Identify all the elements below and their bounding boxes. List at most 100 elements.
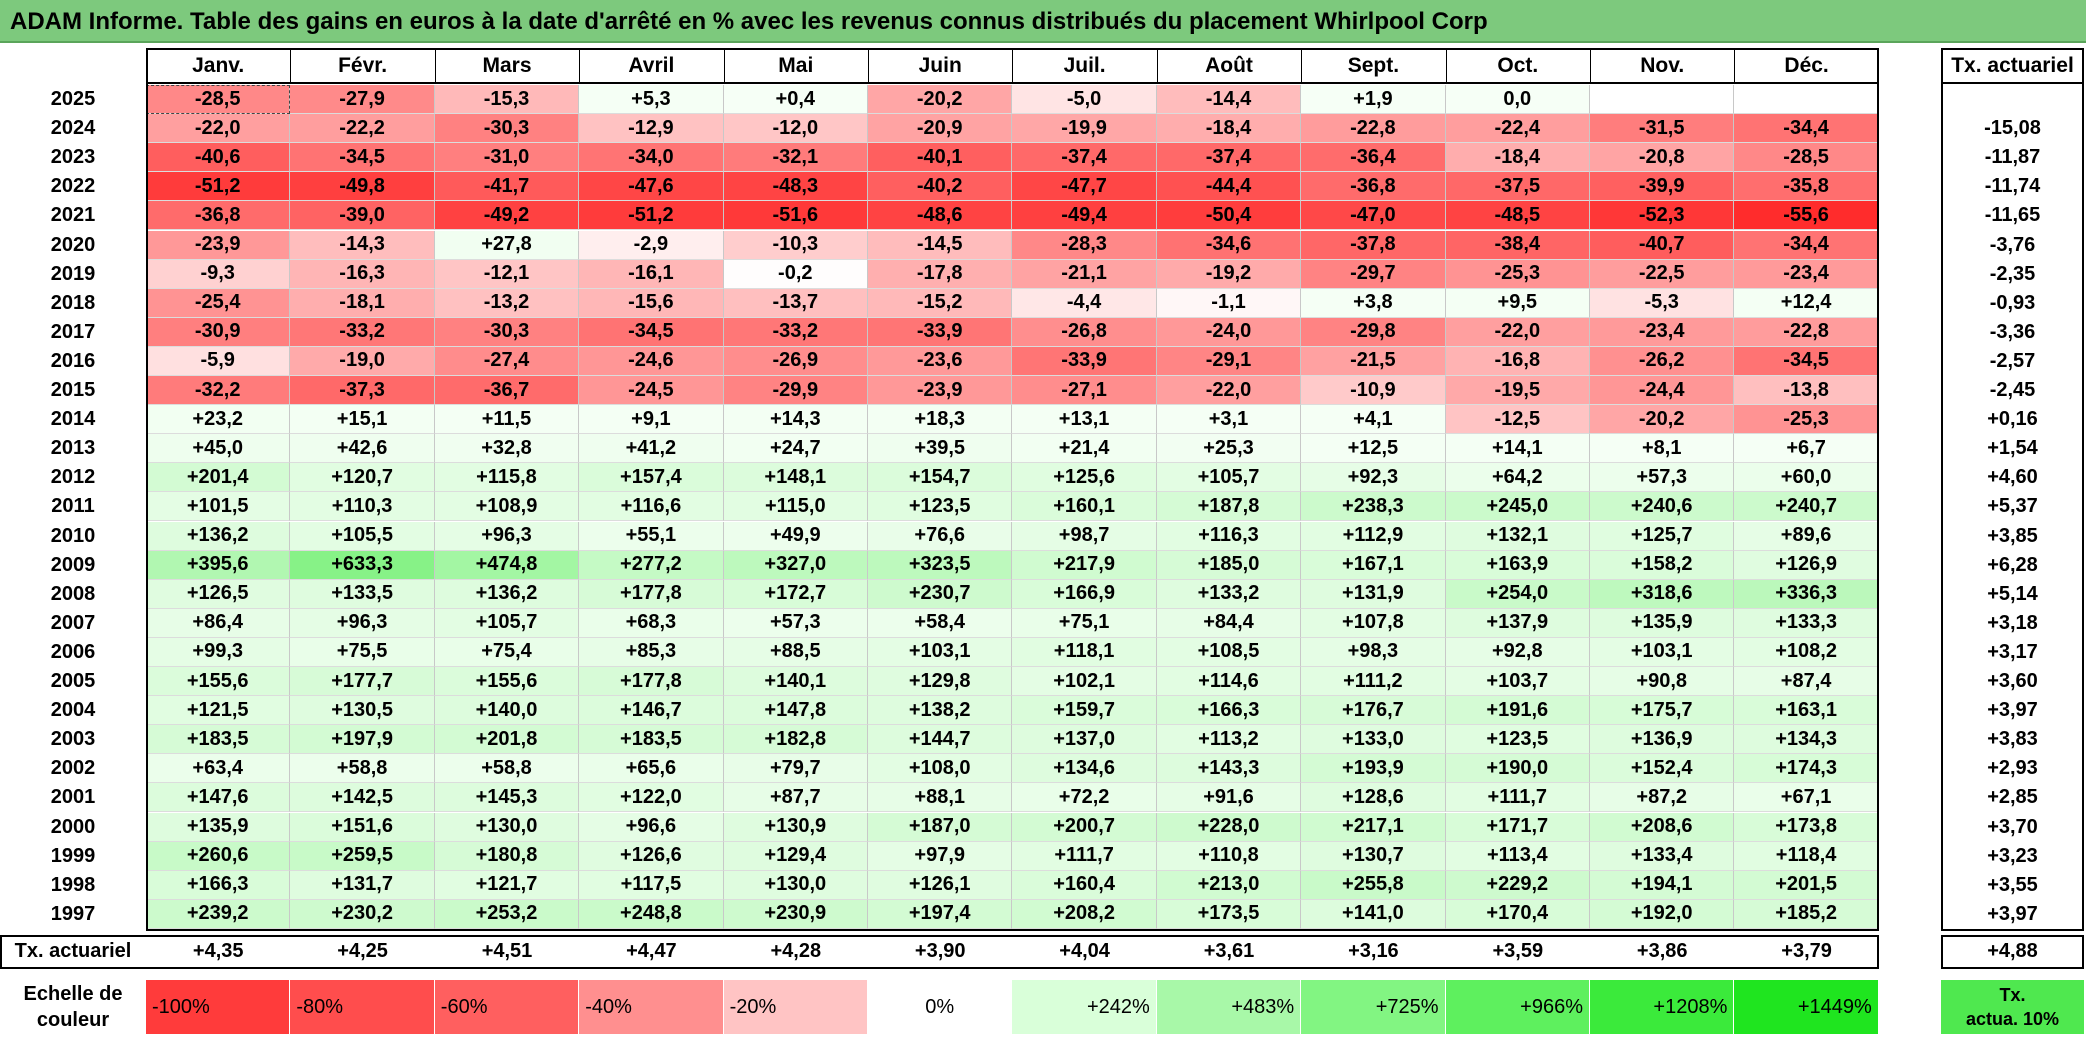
year-label: 2012 — [50, 466, 96, 489]
heatmap-cell: +200,7 — [1012, 812, 1157, 842]
month-header: Juil. — [1063, 54, 1106, 77]
heatmap-cell: +79,7 — [723, 754, 868, 784]
heatmap-cell: +87,7 — [723, 783, 868, 813]
heatmap-cell: -13,7 — [723, 288, 868, 318]
heatmap-cell: +45,0 — [146, 434, 291, 464]
heatmap-cell: +39,5 — [868, 434, 1013, 464]
heatmap-cell: -22,5 — [1590, 259, 1735, 289]
heatmap-cell: +64,2 — [1445, 463, 1590, 493]
heatmap-cell: +92,8 — [1445, 637, 1590, 667]
heatmap-cell: +96,6 — [579, 812, 724, 842]
heatmap-cell: -20,8 — [1590, 143, 1735, 173]
heatmap-cell: -5,3 — [1590, 288, 1735, 318]
heatmap-cell: -27,1 — [1012, 376, 1157, 406]
heatmap-cell: +174,3 — [1734, 754, 1879, 784]
year-label: 2010 — [50, 524, 96, 547]
heatmap-cell: +190,0 — [1445, 754, 1590, 784]
heatmap-cell: +173,5 — [1156, 899, 1302, 929]
heatmap-cell: -33,9 — [1012, 346, 1157, 376]
heatmap-cell: -22,4 — [1445, 114, 1590, 144]
heatmap-cell: +177,8 — [579, 667, 724, 697]
heatmap-cell: +90,8 — [1590, 667, 1735, 697]
heatmap-cell: +254,0 — [1445, 579, 1590, 609]
heatmap-cell: +180,8 — [434, 841, 580, 871]
heatmap-cell: +395,6 — [146, 550, 291, 580]
heatmap-cell: +76,6 — [868, 521, 1013, 551]
title-bar: ADAM Informe. Table des gains en euros à… — [0, 0, 2086, 43]
heatmap-cell: +159,7 — [1012, 696, 1157, 726]
heatmap-cell: -29,8 — [1301, 317, 1446, 347]
heatmap-cell: -47,6 — [579, 172, 724, 202]
heatmap-cell: +163,1 — [1734, 696, 1879, 726]
heatmap-cell: +193,9 — [1301, 754, 1446, 784]
heatmap-cell: +136,2 — [146, 521, 291, 551]
heatmap-cell: +117,5 — [579, 870, 724, 900]
year-label: 2014 — [50, 408, 96, 431]
heatmap-cell: +14,3 — [723, 405, 868, 435]
heatmap-cell: +166,3 — [146, 870, 291, 900]
heatmap-cell: +131,7 — [290, 870, 435, 900]
row-tx-actuariel: +3,23 — [1987, 844, 2038, 867]
heatmap-cell: -48,3 — [723, 172, 868, 202]
heatmap-cell: +170,4 — [1445, 899, 1590, 929]
heatmap-cell: +142,5 — [290, 783, 435, 813]
header-separator — [579, 48, 581, 84]
heatmap-cell: +259,5 — [290, 841, 435, 871]
heatmap-cell: +213,0 — [1156, 870, 1302, 900]
heatmap-cell: +157,4 — [579, 463, 724, 493]
selected-cell-marker — [146, 85, 291, 115]
heatmap-cell: +277,2 — [579, 550, 724, 580]
heatmap-cell: +57,3 — [1590, 463, 1735, 493]
heatmap-cell: +255,8 — [1301, 870, 1446, 900]
heatmap-cell: +133,3 — [1734, 608, 1879, 638]
year-label: 2015 — [50, 379, 96, 402]
row-tx-actuariel: -11,74 — [1984, 175, 2041, 198]
heatmap-cell: -19,9 — [1012, 114, 1157, 144]
heatmap-cell: +42,6 — [290, 434, 435, 464]
heatmap-cell: +115,0 — [723, 492, 868, 522]
heatmap-cell: -24,0 — [1156, 317, 1302, 347]
heatmap-cell: +113,4 — [1445, 841, 1590, 871]
heatmap-cell: +245,0 — [1445, 492, 1590, 522]
heatmap-cell: +58,8 — [434, 754, 580, 784]
month-header: Nov. — [1640, 54, 1685, 77]
heatmap-cell: +143,3 — [1156, 754, 1302, 784]
heatmap-cell: -23,9 — [146, 230, 291, 260]
heatmap-cell: +75,1 — [1012, 608, 1157, 638]
heatmap-cell: -18,4 — [1445, 143, 1590, 173]
row-tx-actuariel: -0,93 — [1989, 291, 2036, 314]
heatmap-cell: +125,7 — [1590, 521, 1735, 551]
heatmap-cell: -23,9 — [868, 376, 1013, 406]
row-tx-actuariel: +3,97 — [1987, 902, 2038, 925]
heatmap-cell: -28,3 — [1012, 230, 1157, 260]
page-title: ADAM Informe. Table des gains en euros à… — [10, 8, 1488, 35]
heatmap-cell: +140,1 — [723, 667, 868, 697]
heatmap-cell: -37,4 — [1156, 143, 1302, 173]
row-tx-actuariel: -3,36 — [1989, 320, 2036, 343]
month-header: Déc. — [1784, 54, 1829, 77]
heatmap-cell: +147,6 — [146, 783, 291, 813]
heatmap-cell: -4,4 — [1012, 288, 1157, 318]
heatmap-cell: -48,5 — [1445, 201, 1590, 231]
heatmap-cell: -37,8 — [1301, 230, 1446, 260]
row-tx-actuariel: +2,85 — [1987, 786, 2038, 809]
heatmap-cell: +126,6 — [579, 841, 724, 871]
month-header: Janv. — [192, 54, 245, 77]
heatmap-cell: +147,8 — [723, 696, 868, 726]
tx-actuariel-header: Tx. actuariel — [1951, 54, 2074, 77]
heatmap-cell: -34,5 — [579, 317, 724, 347]
heatmap-cell: -24,5 — [579, 376, 724, 406]
row-tx-actuariel: +3,97 — [1987, 699, 2038, 722]
heatmap-cell: +108,5 — [1156, 637, 1302, 667]
heatmap-cell: +72,2 — [1012, 783, 1157, 813]
heatmap-cell: +125,6 — [1012, 463, 1157, 493]
footer-total: +4,88 — [1987, 940, 2038, 963]
heatmap-cell: +129,4 — [723, 841, 868, 871]
heatmap-cell: +136,9 — [1590, 725, 1735, 755]
heatmap-cell: -32,1 — [723, 143, 868, 173]
heatmap-cell: +1,9 — [1301, 85, 1446, 115]
footer-value: +3,86 — [1636, 940, 1688, 963]
year-label: 2025 — [50, 88, 96, 111]
heatmap-cell: +120,7 — [290, 463, 435, 493]
heatmap-cell: -39,9 — [1590, 172, 1735, 202]
